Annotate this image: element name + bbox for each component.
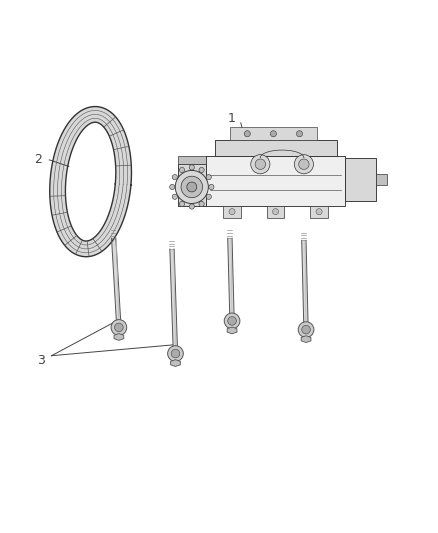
Circle shape [206,175,212,180]
Circle shape [199,201,204,206]
Circle shape [189,204,194,209]
Bar [376,174,387,184]
Circle shape [180,167,185,173]
Circle shape [294,155,314,174]
Circle shape [206,194,212,199]
Circle shape [172,175,177,180]
Circle shape [270,131,276,137]
Bar [267,206,284,218]
Circle shape [181,176,202,198]
Circle shape [298,322,314,337]
Circle shape [199,167,204,173]
Circle shape [175,171,208,204]
Circle shape [187,182,197,192]
Bar [345,158,376,201]
Circle shape [111,320,127,335]
Circle shape [228,317,237,325]
Text: 1: 1 [228,112,236,125]
Polygon shape [50,107,131,257]
Circle shape [251,155,270,174]
Bar [206,156,345,206]
Circle shape [180,201,185,206]
Circle shape [168,346,184,361]
Bar [215,140,336,156]
Polygon shape [170,249,178,353]
Circle shape [115,323,123,332]
Polygon shape [302,240,308,329]
Polygon shape [114,334,124,341]
Text: 2: 2 [35,154,42,166]
Circle shape [244,131,251,137]
Bar [230,127,317,140]
Circle shape [170,184,175,190]
Circle shape [272,208,279,215]
Circle shape [172,194,177,199]
Polygon shape [227,327,237,334]
Circle shape [171,349,180,358]
Circle shape [229,208,235,215]
Polygon shape [228,238,234,321]
Text: 3: 3 [37,353,45,367]
Circle shape [297,131,303,137]
Bar [311,206,328,218]
Circle shape [255,159,265,169]
Polygon shape [301,336,311,343]
Bar [178,164,206,206]
Bar [223,206,241,218]
Circle shape [316,208,322,215]
Circle shape [302,325,311,334]
Circle shape [189,165,194,170]
Circle shape [224,313,240,329]
Circle shape [299,159,309,169]
Polygon shape [170,360,180,367]
Bar [178,156,206,164]
Polygon shape [112,238,121,327]
Circle shape [209,184,214,190]
